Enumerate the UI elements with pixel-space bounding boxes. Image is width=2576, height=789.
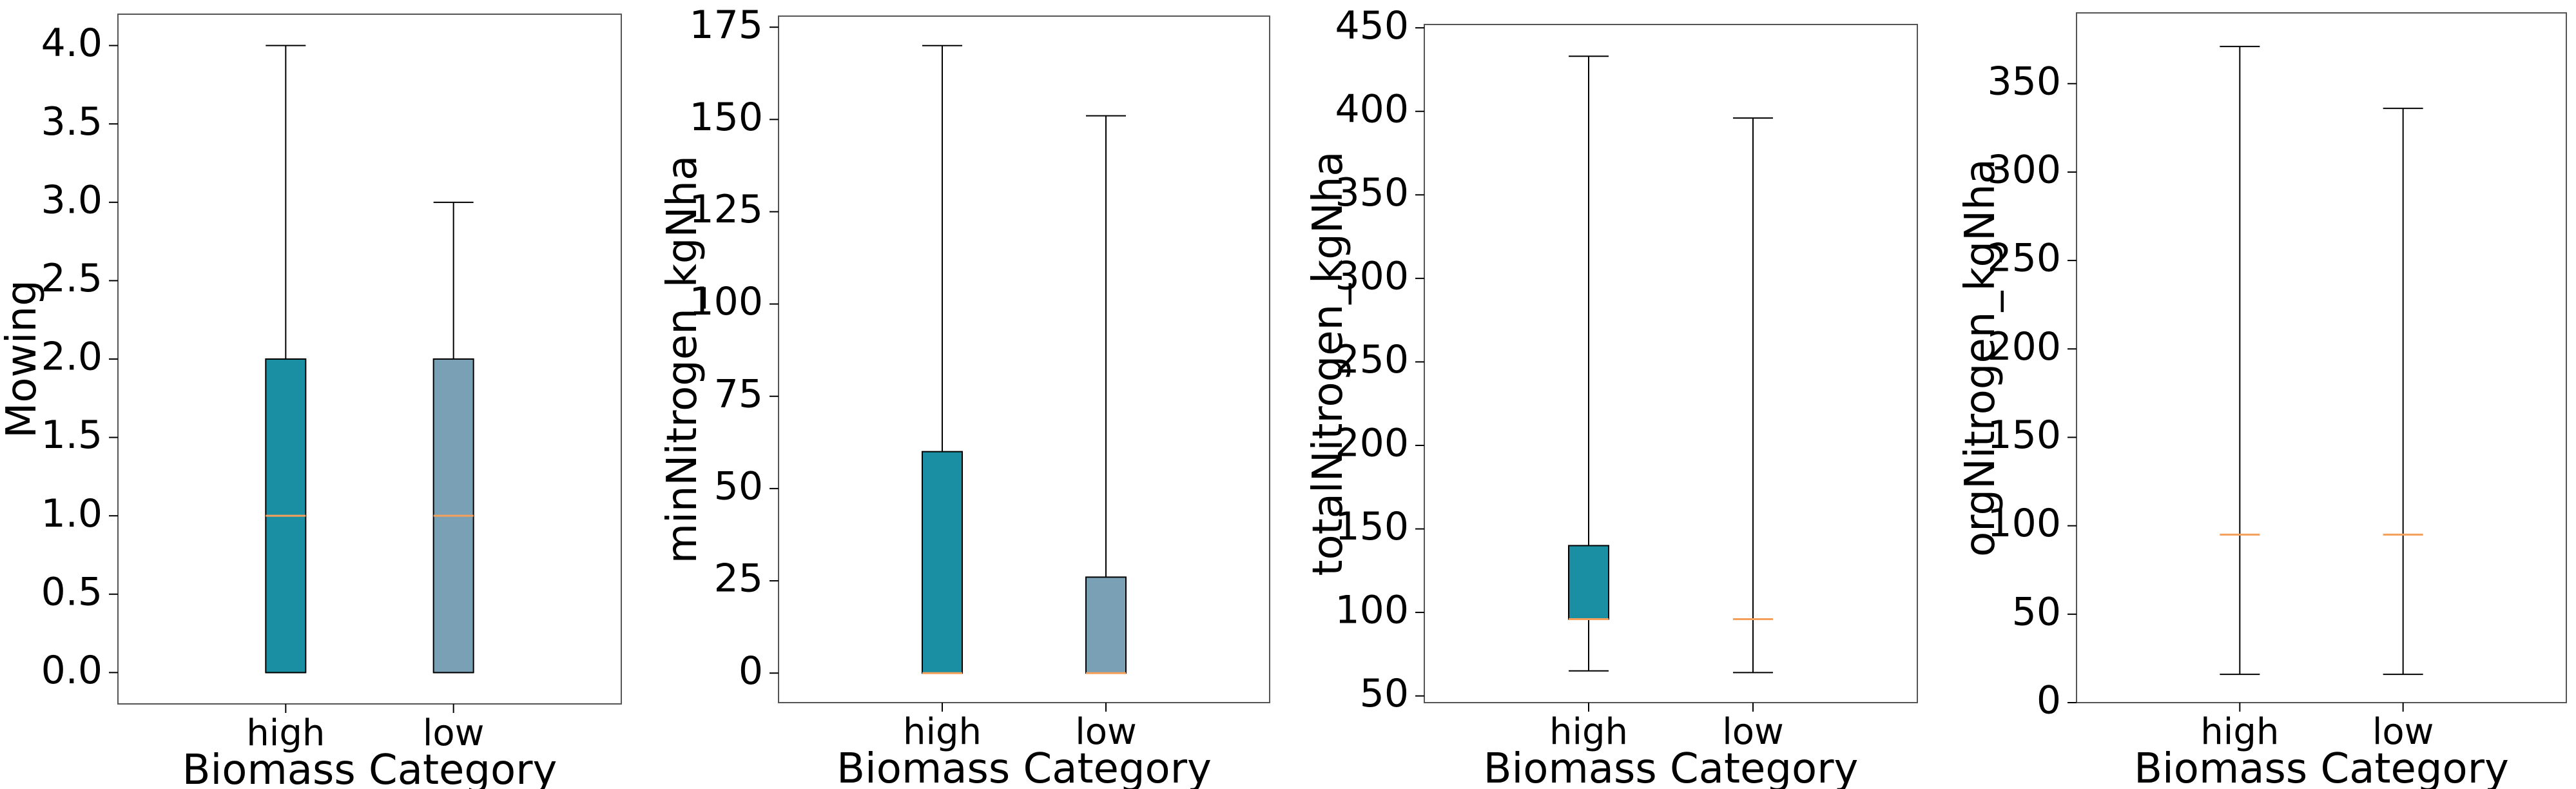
y-tick-label: 175 — [689, 3, 763, 48]
y-tick-label: 100 — [689, 279, 763, 324]
y-tick-label: 25 — [714, 556, 763, 601]
y-tick-label: 100 — [1987, 501, 2061, 546]
y-tick-label: 350 — [1987, 59, 2061, 104]
plot-frame — [1424, 24, 1918, 703]
x-axis-title: Biomass Category — [2134, 745, 2509, 789]
y-tick-label: 1.5 — [41, 413, 102, 458]
x-axis-title: Biomass Category — [182, 746, 557, 789]
x-tick-label: high — [246, 712, 325, 754]
x-tick-label: high — [903, 711, 982, 753]
box-high — [922, 451, 963, 674]
y-tick-label: 250 — [1335, 337, 1409, 382]
y-tick-label: 300 — [1335, 253, 1409, 298]
x-axis-title: Biomass Category — [837, 745, 1212, 789]
chart-panel-3: 50 100 150 200 250 300 350 400 450 high lowBiomass… — [1304, 3, 1918, 789]
plot-frame — [117, 14, 622, 705]
y-tick-label: 50 — [1360, 671, 1409, 716]
y-tick-label: 1.0 — [41, 491, 102, 536]
y-tick-label: 2.0 — [41, 335, 102, 380]
x-tick-label: low — [1722, 711, 1784, 753]
y-axis-title: Mowing — [0, 280, 46, 438]
y-tick-label: 0.0 — [41, 648, 102, 693]
y-tick-label: 100 — [1335, 588, 1409, 633]
y-tick-label: 200 — [1335, 421, 1409, 466]
y-tick-label: 250 — [1987, 236, 2061, 281]
y-axis-title: orgNitrogen_kgNha — [1957, 159, 2004, 557]
x-axis-title: Biomass Category — [1484, 745, 1859, 789]
x-tick-label: low — [2372, 711, 2434, 753]
chart-panel-1: 0.0 0.5 1.0 1.5 2.0 2.5 3.0 3.5 4.0 high lowBiomas… — [0, 14, 622, 789]
x-tick-label: high — [2200, 711, 2279, 753]
y-tick-label: 50 — [714, 463, 763, 509]
y-tick-label: 150 — [1987, 413, 2061, 458]
y-tick-label: 2.5 — [41, 256, 102, 301]
y-tick-label: 50 — [2012, 589, 2061, 634]
box-low — [1085, 576, 1127, 674]
plot-frame — [2076, 12, 2567, 703]
x-tick-label: low — [1075, 711, 1137, 753]
y-tick-label: 150 — [1335, 504, 1409, 549]
y-tick-label: 300 — [1987, 148, 2061, 193]
y-tick-label: 125 — [689, 187, 763, 232]
y-tick-label: 0 — [2037, 678, 2061, 723]
y-axis-title: minNitrogen_kgNha — [659, 155, 706, 563]
y-tick-label: 3.5 — [41, 99, 102, 144]
y-tick-label: 450 — [1335, 3, 1409, 48]
y-axis-title: totalNitrogen_kgNha — [1304, 151, 1352, 576]
y-tick-label: 0.5 — [41, 569, 102, 614]
y-tick-label: 4.0 — [41, 21, 102, 66]
y-tick-label: 150 — [689, 95, 763, 140]
y-tick-label: 200 — [1987, 324, 2061, 369]
y-tick-label: 0 — [739, 648, 763, 694]
y-tick-label: 75 — [714, 371, 763, 416]
x-tick-label: low — [423, 712, 485, 754]
x-tick-label: high — [1549, 711, 1628, 753]
plot-frame — [778, 15, 1270, 703]
y-tick-label: 350 — [1335, 170, 1409, 215]
box-high — [1568, 545, 1609, 620]
y-tick-label: 400 — [1335, 86, 1409, 132]
y-tick-label: 3.0 — [41, 177, 102, 222]
